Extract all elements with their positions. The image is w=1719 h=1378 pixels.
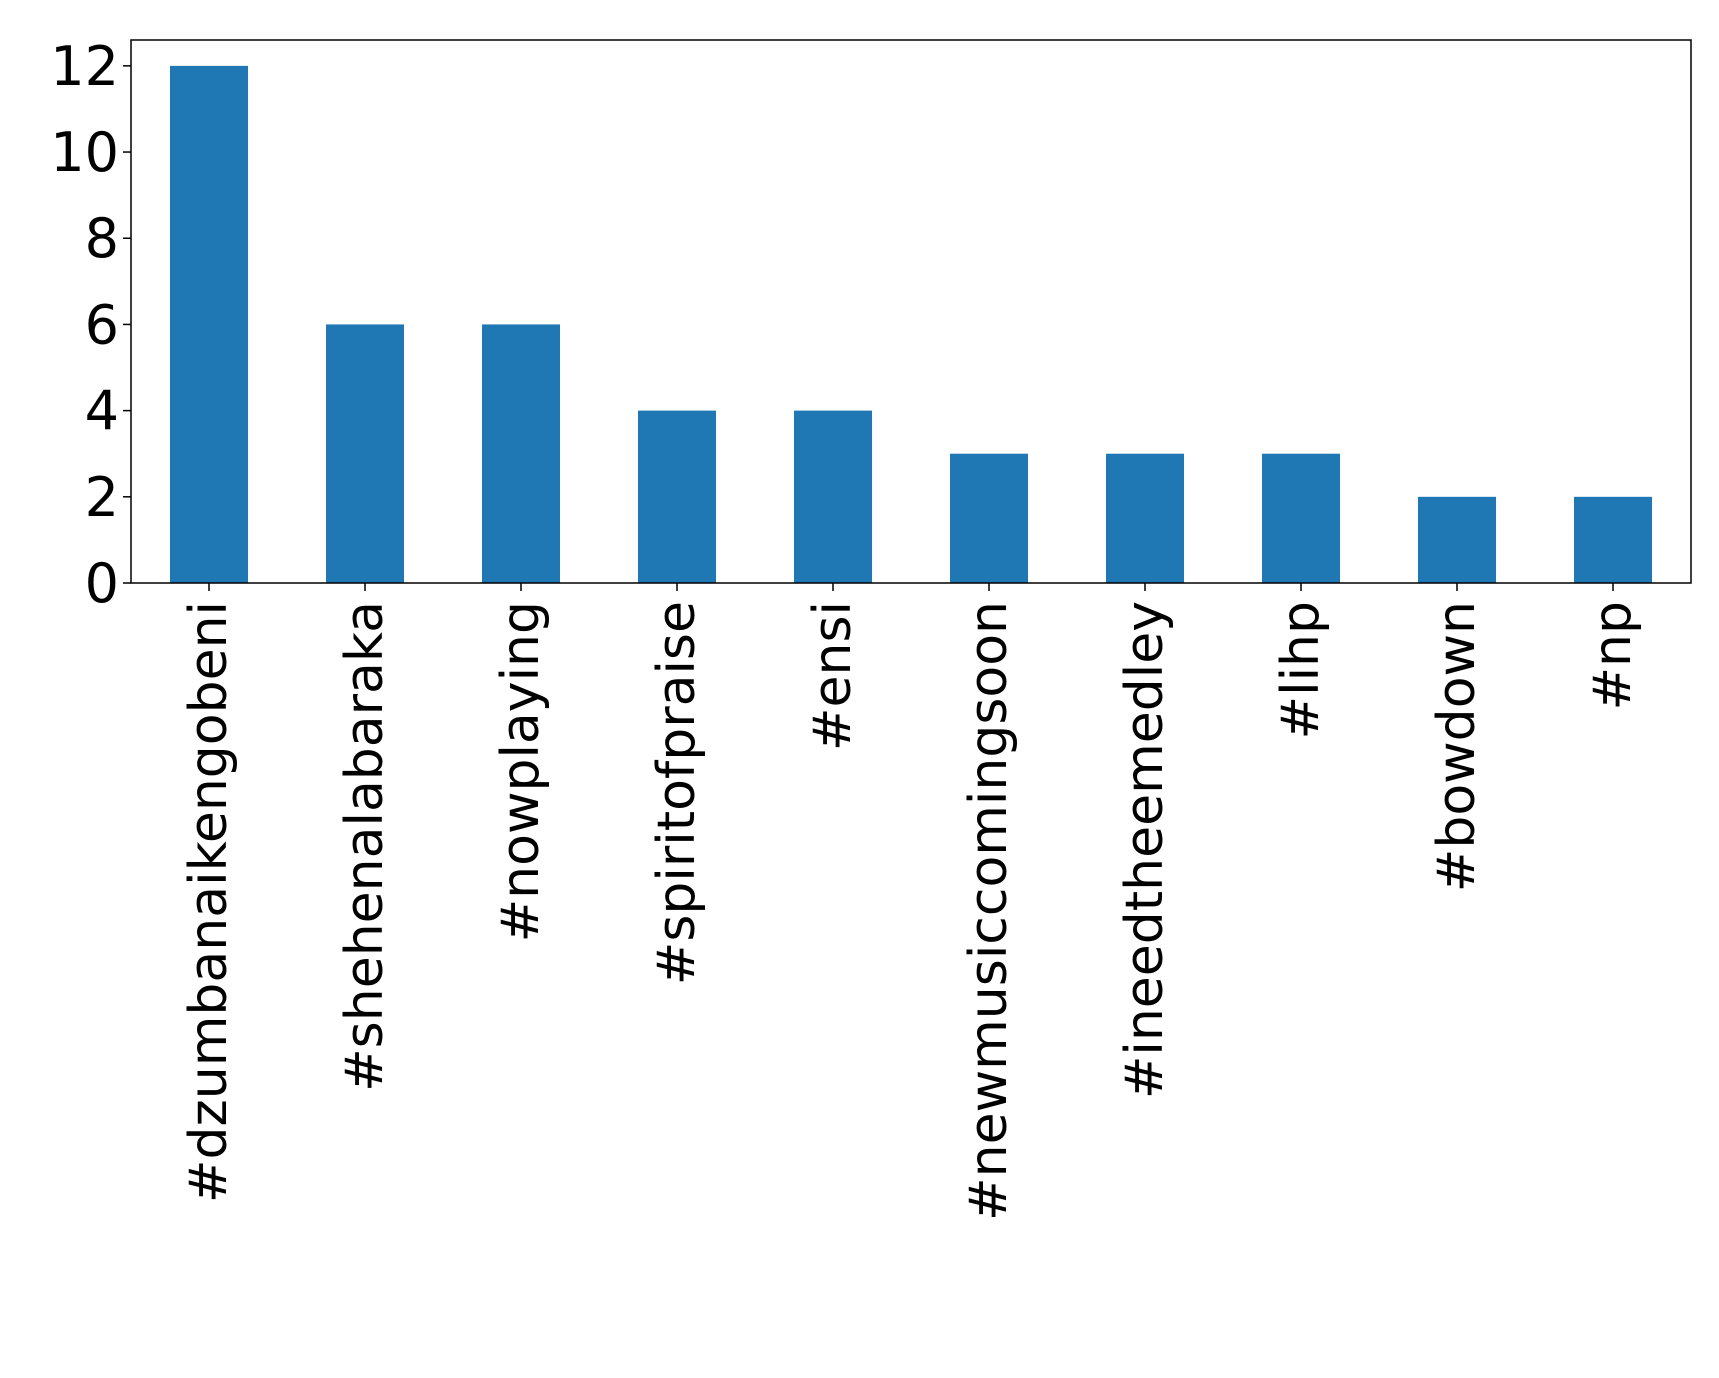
bar-shehenalabaraka <box>326 324 404 583</box>
x-tick-label: #newmusiccomingsoon <box>959 601 1019 1221</box>
bar-nowplaying <box>482 324 560 583</box>
bar-lihp <box>1262 453 1340 583</box>
bar-np <box>1574 496 1652 583</box>
y-tick-label: 8 <box>85 207 119 270</box>
x-tick-label: #spiritofpraise <box>647 601 707 985</box>
plot-frame <box>130 39 1692 584</box>
bar-spiritofpraise <box>638 410 716 583</box>
bars-group <box>170 65 1652 584</box>
x-tick-label: #shehenalabaraka <box>335 601 395 1092</box>
bar-ineedtheemedley <box>1106 453 1184 583</box>
x-tick-label: #ensi <box>803 601 863 751</box>
x-tick-label: #np <box>1583 601 1643 711</box>
y-tick-label: 10 <box>50 121 119 184</box>
x-axis: #dzumbanaikengobeni #shehenalabaraka #nowp… <box>179 583 1643 1221</box>
y-tick-label: 12 <box>50 35 119 98</box>
x-tick-label: #bowdown <box>1427 601 1487 892</box>
y-tick-label: 0 <box>85 552 119 615</box>
x-tick-label: #nowplaying <box>491 601 551 942</box>
x-tick-label: #lihp <box>1271 601 1331 739</box>
bar-dzumbanaikengobeni <box>170 65 248 584</box>
bar-newmusiccomingsoon <box>950 453 1028 583</box>
x-tick-label: #ineedtheemedley <box>1115 601 1175 1099</box>
bar-bowdown <box>1418 496 1496 583</box>
y-tick-label: 6 <box>85 293 119 356</box>
y-tick-label: 4 <box>85 380 119 443</box>
bar-ensi <box>794 410 872 583</box>
y-tick-label: 2 <box>85 466 119 529</box>
y-axis: 0 2 4 6 8 10 12 <box>50 35 131 615</box>
x-tick-label: #dzumbanaikengobeni <box>179 601 239 1203</box>
